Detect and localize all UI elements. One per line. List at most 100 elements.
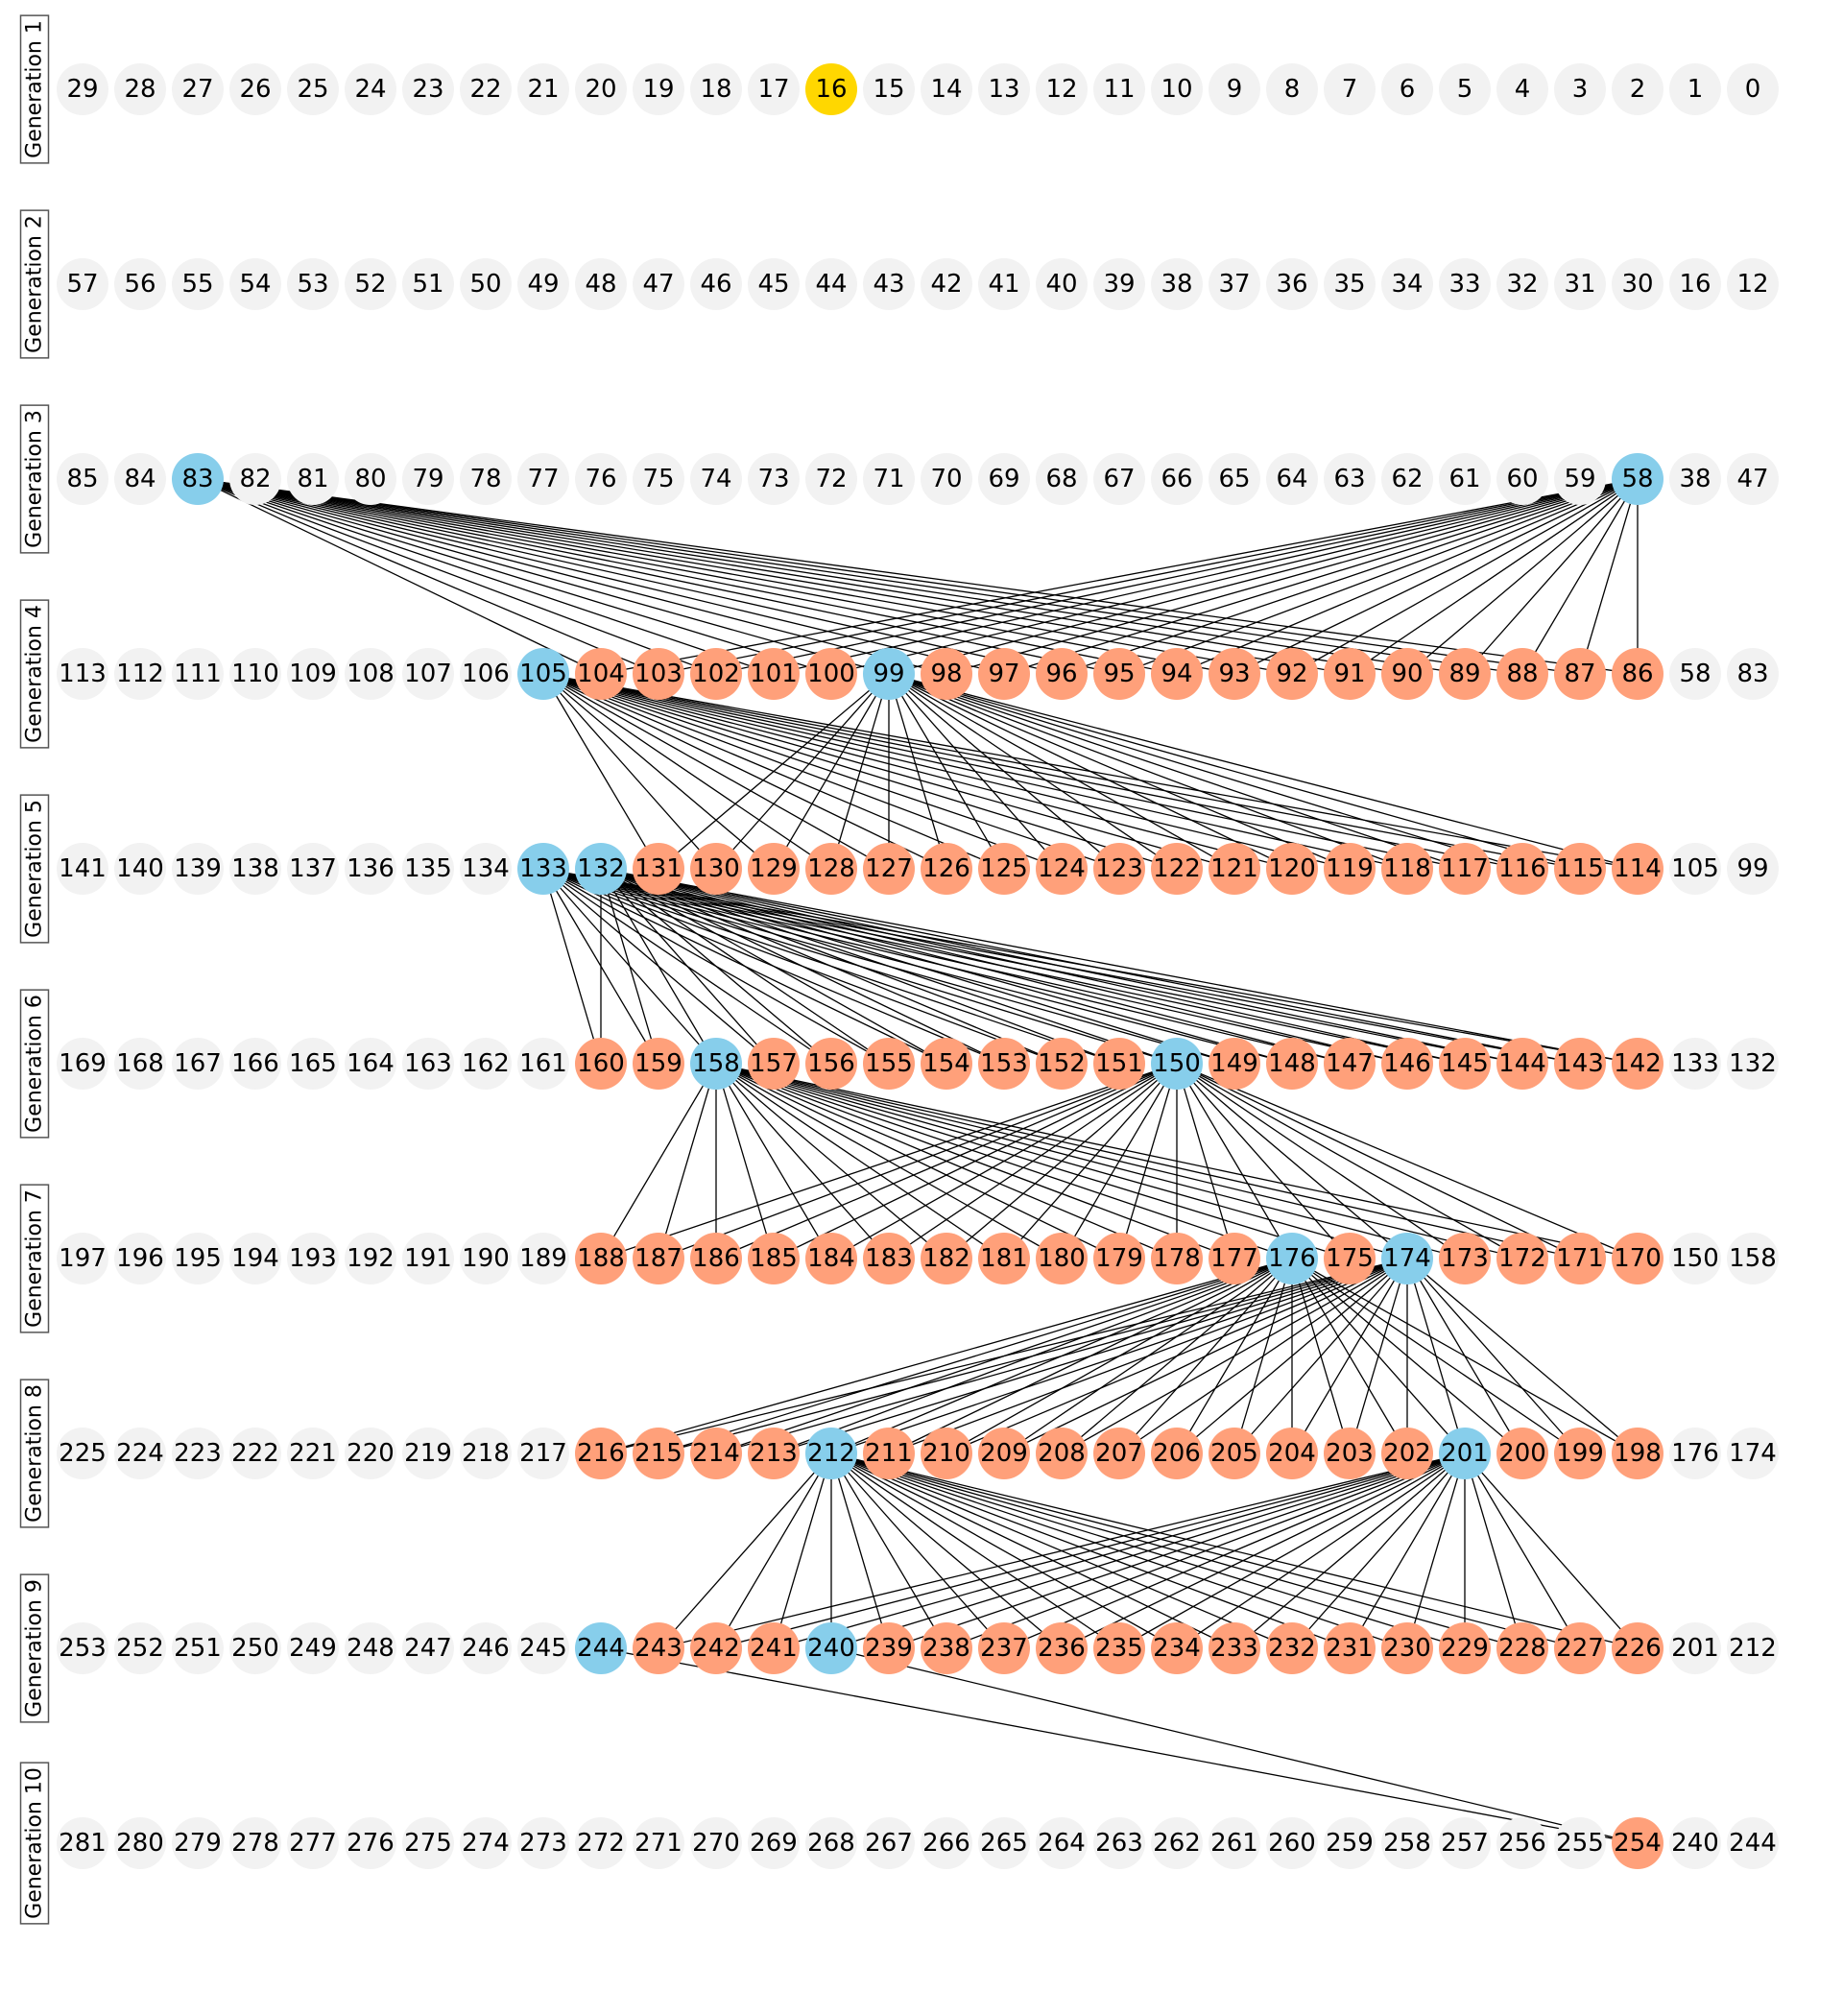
node-circle: [287, 648, 339, 700]
node-circle: [1612, 648, 1663, 700]
node-circle: [345, 1622, 396, 1674]
node-248: 248: [345, 1622, 396, 1674]
node-label: 232: [1268, 1634, 1316, 1663]
node-222: 222: [229, 1428, 281, 1479]
node-circle: [748, 1233, 800, 1284]
edge-150-183: [888, 1063, 1178, 1260]
node-101: 101: [748, 648, 800, 700]
node-label: 176: [1671, 1439, 1719, 1468]
node-label: 181: [980, 1244, 1028, 1273]
node-109: 109: [287, 648, 339, 700]
node-circle: [1381, 1428, 1433, 1479]
node-24: 24: [345, 63, 396, 115]
node-label: 143: [1556, 1049, 1604, 1078]
node-94: 94: [1151, 648, 1203, 700]
node-label: 106: [462, 660, 510, 688]
edge-150-186: [715, 1063, 1178, 1260]
node-240: 240: [805, 1622, 857, 1674]
node-label: 162: [462, 1049, 510, 1078]
node-label: 267: [865, 1829, 913, 1858]
node-circle: [460, 258, 512, 310]
node-label: 212: [807, 1439, 855, 1468]
edge-150-184: [830, 1063, 1178, 1260]
node-80: 80: [345, 453, 396, 505]
node-label: 279: [174, 1829, 222, 1858]
edge-58-96: [1061, 478, 1639, 675]
node-60: 60: [1496, 453, 1548, 505]
node-label: 40: [1045, 270, 1077, 299]
node-72: 72: [805, 453, 857, 505]
node-circle: [921, 453, 972, 505]
generation-row-1: 29 28 27 26 25 24 23 22 21 20 19 18 17 16 15 14 13 12 11 10…: [57, 63, 1779, 115]
node-134: 134: [460, 843, 512, 895]
node-55: 55: [172, 258, 224, 310]
node-label: 245: [519, 1634, 567, 1663]
node-228: 228: [1496, 1622, 1548, 1674]
edge-132-154: [600, 868, 947, 1065]
node-circle: [287, 258, 339, 310]
node-190: 190: [460, 1233, 512, 1284]
node-193: 193: [287, 1233, 339, 1284]
node-278: 278: [229, 1817, 281, 1869]
node-label: 263: [1095, 1829, 1143, 1858]
node-147: 147: [1324, 1038, 1376, 1090]
node-circle: [863, 843, 915, 895]
node-18: 18: [690, 63, 742, 115]
edge-158-188: [600, 1063, 717, 1260]
node-circle: [748, 1428, 800, 1479]
node-label: 164: [347, 1049, 395, 1078]
node-label: 88: [1506, 660, 1538, 688]
node-211: 211: [863, 1428, 915, 1479]
node-circle: [1266, 258, 1318, 310]
node-circle: [1036, 1428, 1088, 1479]
node-38: 38: [1151, 258, 1203, 310]
generation-label-text: Generation 1: [23, 20, 47, 158]
edge-174-201: [1406, 1258, 1466, 1454]
node-circle: [1209, 1428, 1260, 1479]
node-175: 175: [1324, 1233, 1376, 1284]
node-5: 5: [1439, 63, 1491, 115]
node-label: 56: [124, 270, 156, 299]
edge-150-174: [1176, 1063, 1408, 1260]
node-label: 218: [462, 1439, 510, 1468]
generation-label-text: Generation 7: [23, 1189, 47, 1328]
node-label: 144: [1498, 1049, 1546, 1078]
node-191: 191: [402, 1233, 454, 1284]
node-label: 118: [1383, 854, 1431, 883]
node-circle: [748, 1817, 800, 1869]
node-107: 107: [402, 648, 454, 700]
node-circle: [1036, 453, 1088, 505]
node-label: 170: [1614, 1244, 1662, 1273]
node-circle: [1151, 258, 1203, 310]
node-203: 203: [1324, 1428, 1376, 1479]
edge-105-131: [542, 673, 659, 870]
node-circle: [1554, 648, 1606, 700]
node-213: 213: [748, 1428, 800, 1479]
node-label: 270: [692, 1829, 740, 1858]
node-circle: [229, 843, 281, 895]
node-label: 1: [1687, 75, 1704, 104]
node-201: 201: [1669, 1622, 1721, 1674]
node-240: 240: [1669, 1817, 1721, 1869]
node-label: 23: [412, 75, 443, 104]
node-circle: [57, 63, 108, 115]
edge-201-228: [1464, 1452, 1523, 1649]
node-label: 192: [347, 1244, 395, 1273]
node-103: 103: [633, 648, 684, 700]
node-label: 47: [1736, 465, 1768, 493]
node-circle: [633, 453, 684, 505]
node-circle: [517, 1817, 569, 1869]
edge-83-92: [197, 478, 1293, 675]
node-circle: [1669, 843, 1721, 895]
node-156: 156: [805, 1038, 857, 1090]
node-circle: [114, 1817, 166, 1869]
node-circle: [1151, 63, 1203, 115]
node-label: 76: [585, 465, 616, 493]
node-161: 161: [517, 1038, 569, 1090]
node-circle: [1669, 1622, 1721, 1674]
generation-row-7: 197 196 195 194 193 192 191 190 189 188 187 186 185 1…: [57, 1233, 1779, 1284]
node-circle: [287, 453, 339, 505]
node-label: 208: [1038, 1439, 1086, 1468]
node-label: 206: [1153, 1439, 1201, 1468]
edge-174-214: [715, 1258, 1408, 1454]
